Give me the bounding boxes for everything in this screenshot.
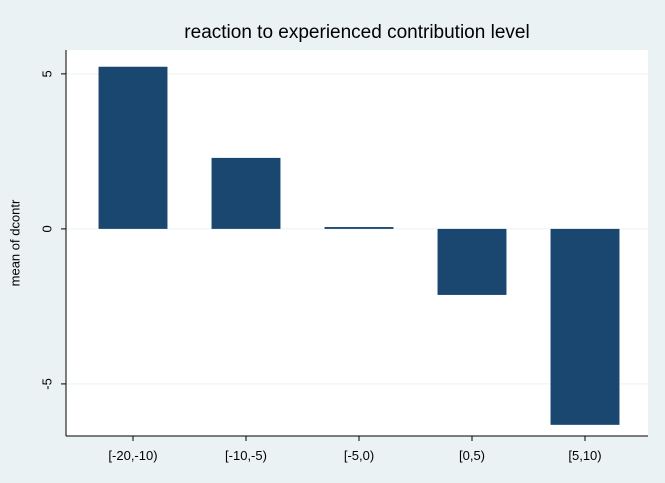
y-axis-label: mean of dcontr [7, 199, 22, 286]
chart-title: reaction to experienced contribution lev… [184, 22, 529, 43]
bar [550, 228, 620, 425]
x-tick-label: [-10,-5) [225, 448, 267, 463]
y-tick-label: 5 [39, 70, 54, 77]
bar [98, 66, 168, 229]
x-tick-label: [0,5) [459, 448, 485, 463]
bar [324, 227, 394, 229]
y-tick-label: -5 [39, 378, 54, 390]
x-tick-label: [-5,0) [344, 448, 374, 463]
y-tick-label: 0 [39, 225, 54, 232]
x-tick-label: [-20,-10) [108, 448, 157, 463]
bar [211, 157, 281, 229]
bar [437, 228, 507, 295]
x-tick-label: [5,10) [568, 448, 601, 463]
